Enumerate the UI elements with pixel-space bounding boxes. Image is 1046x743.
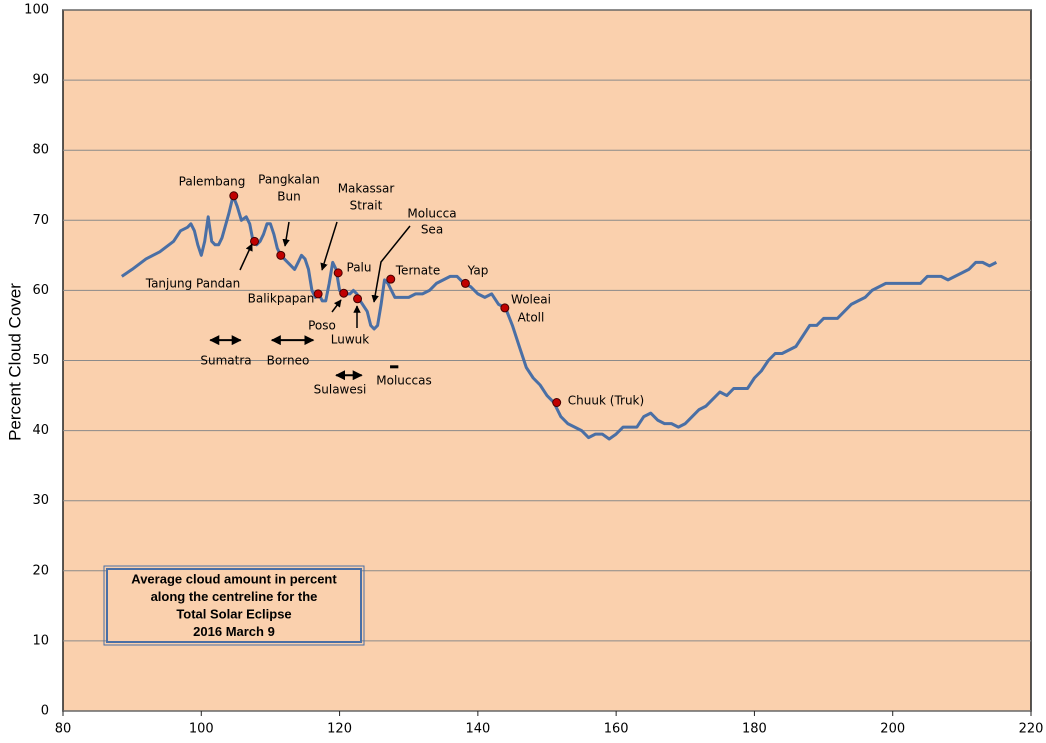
y-tick-label: 10 — [32, 633, 49, 648]
point — [313, 289, 323, 299]
range-label: Sulawesi — [314, 383, 367, 397]
annotation-label: Molucca — [407, 207, 456, 221]
arrow — [320, 221, 338, 271]
arrow — [371, 225, 411, 303]
point-label: Palu — [347, 261, 372, 275]
x-tick-label: 120 — [327, 722, 352, 737]
point-label: Bun — [277, 190, 300, 204]
arrow — [239, 243, 253, 271]
x-tick-label: 180 — [742, 722, 767, 737]
cloud-line — [120, 194, 998, 441]
y-tick-label: 0 — [41, 704, 49, 719]
arrow — [331, 299, 342, 313]
point — [500, 303, 510, 313]
point — [353, 294, 363, 304]
point — [386, 274, 396, 284]
point-label: Ternate — [395, 264, 440, 278]
y-tick-label: 30 — [32, 493, 49, 508]
range-label: Sumatra — [200, 354, 251, 368]
arrow — [282, 221, 290, 247]
point-label: Atoll — [518, 311, 545, 325]
point-label: Pangkalan — [258, 173, 320, 187]
point — [229, 191, 239, 201]
annotation-label: Strait — [350, 199, 383, 213]
x-tick-label: 80 — [55, 722, 72, 737]
point — [339, 288, 349, 298]
y-tick-label: 20 — [32, 563, 49, 578]
point-label: Luwuk — [331, 333, 370, 347]
y-tick-label: 40 — [32, 423, 49, 438]
box-text: along the centreline for the — [151, 589, 318, 604]
range-label: Borneo — [267, 354, 310, 368]
box-text: Average cloud amount in percent — [131, 571, 337, 586]
box-border — [103, 565, 365, 646]
point-label: Balikpapan — [248, 292, 315, 306]
point — [276, 250, 286, 260]
point-label: Palembang — [179, 175, 246, 189]
point — [333, 268, 343, 278]
annotation-label: Sea — [421, 223, 443, 237]
y-tick-label: 90 — [32, 73, 49, 88]
y-tick-label: 70 — [32, 213, 49, 228]
annotation-label: Makassar — [338, 182, 395, 196]
point-label: Yap — [467, 264, 489, 278]
y-tick-label: 50 — [32, 353, 49, 368]
y-tick-label: 80 — [32, 143, 49, 158]
x-tick-label: 200 — [880, 722, 905, 737]
x-tick-label: 140 — [465, 722, 490, 737]
box — [106, 568, 362, 643]
point-label: Tanjung Pandan — [145, 277, 241, 291]
point-label: Woleai — [511, 293, 551, 307]
point-label: Chuuk (Truk) — [568, 394, 644, 408]
point — [552, 398, 562, 408]
y-tick-label: 100 — [24, 3, 49, 18]
box-text: 2016 March 9 — [193, 624, 275, 639]
point-label: Poso — [308, 319, 336, 333]
box-text: Total Solar Eclipse — [176, 606, 291, 621]
range-label: Moluccas — [376, 374, 431, 388]
y-tick-label: 60 — [32, 283, 49, 298]
x-tick-label: 100 — [189, 722, 214, 737]
y-axis-label: Percent Cloud Cover — [5, 283, 24, 441]
x-tick-label: 160 — [604, 722, 629, 737]
x-tick-label: 220 — [1019, 722, 1044, 737]
point — [460, 278, 470, 288]
